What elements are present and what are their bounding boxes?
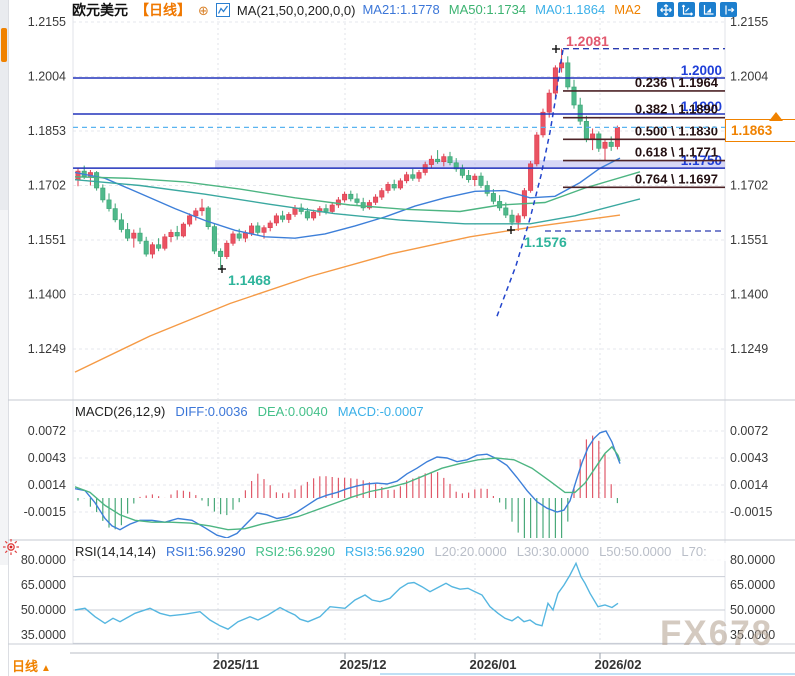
price-annotation: 1.1576 bbox=[524, 234, 567, 250]
axis-label: 50.0000 bbox=[730, 603, 775, 617]
axis-label: 1.1400 bbox=[28, 287, 66, 301]
rsi-name: RSI(14,14,14) bbox=[75, 544, 156, 559]
axis-label: 35.0000 bbox=[21, 628, 66, 642]
zoom-axis-icon[interactable] bbox=[678, 2, 695, 17]
axis-label: 1.2155 bbox=[730, 15, 768, 29]
level-label: 1.2000 bbox=[681, 63, 722, 78]
axis-label: 35.0000 bbox=[730, 628, 775, 642]
axis-label: 1.1249 bbox=[28, 342, 66, 356]
axis-label: 65.0000 bbox=[21, 578, 66, 592]
pan-right-icon[interactable] bbox=[720, 2, 737, 17]
highlight-band bbox=[215, 160, 725, 169]
legend-item: MA21:1.1778 bbox=[362, 2, 440, 17]
legend-item: MA2 bbox=[614, 2, 641, 17]
x-axis-label: 2025/11 bbox=[213, 657, 259, 672]
chart-header: 欧元美元 【日线】 ⊕ MA(21,50,0,200,0,0) MA21:1.1… bbox=[72, 1, 650, 19]
axis-label: 50.0000 bbox=[21, 603, 66, 617]
ma200-line bbox=[74, 214, 621, 373]
legend-item: DEA:0.0040 bbox=[257, 404, 328, 419]
axis-label: 1.1853 bbox=[28, 124, 66, 138]
ma-values: MA21:1.1778 MA50:1.1734 MA0:1.1864 MA2 bbox=[362, 1, 650, 19]
fib-label: 0.618 \ 1.1771 bbox=[635, 145, 718, 160]
legend-item: L50:50.0000 bbox=[599, 544, 672, 559]
axis-label: 1.2004 bbox=[28, 69, 66, 83]
axis-label: 0.0072 bbox=[730, 424, 768, 438]
candles-group bbox=[74, 48, 641, 373]
left-scrollbar[interactable] bbox=[0, 0, 9, 676]
current-price-value: 1.1863 bbox=[731, 123, 773, 138]
axis-label: 0.0043 bbox=[28, 451, 66, 465]
period-tab-daily[interactable]: 日线 ▲ bbox=[12, 659, 51, 674]
axis-label: -0.0015 bbox=[24, 505, 66, 519]
projection-curve bbox=[496, 49, 564, 317]
x-axis-label: 2026/02 bbox=[595, 657, 642, 672]
fib-label: 0.382 \ 1.1890 bbox=[635, 102, 718, 117]
symbol-title: 欧元美元 bbox=[72, 2, 128, 18]
axis-label: 0.0072 bbox=[28, 424, 66, 438]
tab-up-arrow-icon: ▲ bbox=[41, 663, 51, 674]
fib-label: 0.500 \ 1.1830 bbox=[635, 123, 718, 138]
axis-label: 1.1551 bbox=[28, 233, 66, 247]
fib-label: 0.236 \ 1.1964 bbox=[635, 75, 719, 90]
legend-item: RSI3:56.9290 bbox=[344, 544, 425, 559]
macd-name: MACD(26,12,9) bbox=[75, 404, 166, 419]
axis-label: 0.0014 bbox=[28, 478, 66, 492]
legend-item: RSI2:56.9290 bbox=[255, 544, 335, 559]
x-axis-label: 2025/12 bbox=[340, 657, 387, 672]
axis-label: 1.1702 bbox=[28, 178, 66, 192]
add-indicator-icon[interactable]: ⊕ bbox=[198, 2, 209, 18]
legend-item: RSI1:56.9290 bbox=[165, 544, 246, 559]
axis-label: 80.0000 bbox=[21, 553, 66, 567]
macd-diff-line bbox=[74, 430, 621, 538]
axis-label: 0.0043 bbox=[730, 451, 768, 465]
period-tag: 【日线】 bbox=[135, 2, 191, 18]
legend-item: MACD:-0.0007 bbox=[337, 404, 424, 419]
hot-indicator-icon[interactable] bbox=[2, 538, 20, 556]
chart-toolbar bbox=[657, 2, 737, 17]
legend-item: L20:20.0000 bbox=[434, 544, 507, 559]
legend-item: MA0:1.1864 bbox=[535, 2, 606, 17]
price-annotation: 1.1468 bbox=[228, 272, 271, 288]
ma21-line bbox=[74, 157, 621, 239]
crosshair-move-icon[interactable] bbox=[657, 2, 674, 17]
macd-pane bbox=[74, 430, 621, 538]
macd-header: MACD(26,12,9) DIFF:0.0036 DEA:0.0040 MACD:-… bbox=[75, 403, 444, 421]
left-scrollbar-thumb[interactable] bbox=[1, 28, 7, 62]
level-label: 1.1900 bbox=[681, 99, 722, 114]
axis-label: 1.1702 bbox=[730, 178, 768, 192]
axis-label: 80.0000 bbox=[730, 553, 775, 567]
axis-label: 1.1551 bbox=[730, 233, 768, 247]
current-price-box: 1.1863 bbox=[725, 119, 795, 142]
price-up-triangle-icon bbox=[769, 112, 783, 121]
ma-cyan-line bbox=[74, 179, 641, 225]
ma50-line bbox=[74, 171, 641, 213]
ma-params: MA(21,50,0,200,0,0) bbox=[236, 2, 356, 18]
legend-item: L70: bbox=[681, 544, 707, 559]
price-annotation: 1.2081 bbox=[566, 33, 609, 49]
axis-label: 1.2155 bbox=[28, 15, 66, 29]
axis-label: 1.1249 bbox=[730, 342, 768, 356]
axis-label: 0.0014 bbox=[730, 478, 768, 492]
fib-label: 0.764 \ 1.1697 bbox=[635, 171, 718, 186]
watermark: FX678 bbox=[660, 614, 774, 653]
rsi-header: RSI(14,14,14) RSI1:56.9290 RSI2:56.9290 RSI… bbox=[75, 543, 727, 561]
axis-label: 65.0000 bbox=[730, 578, 775, 592]
auto-scale-axis-icon[interactable] bbox=[699, 2, 716, 17]
rsi-line bbox=[74, 561, 619, 631]
legend-item: DIFF:0.0036 bbox=[175, 404, 248, 419]
axis-label: 1.2004 bbox=[730, 69, 768, 83]
chart-type-icon[interactable] bbox=[215, 3, 230, 17]
x-axis-label: 2026/01 bbox=[470, 657, 517, 672]
axis-label: -0.0015 bbox=[730, 505, 772, 519]
legend-item: L30:30.0000 bbox=[516, 544, 590, 559]
macd-dea-line bbox=[74, 445, 621, 531]
axis-label: 1.1400 bbox=[730, 287, 768, 301]
legend-item: MA50:1.1734 bbox=[448, 2, 527, 17]
